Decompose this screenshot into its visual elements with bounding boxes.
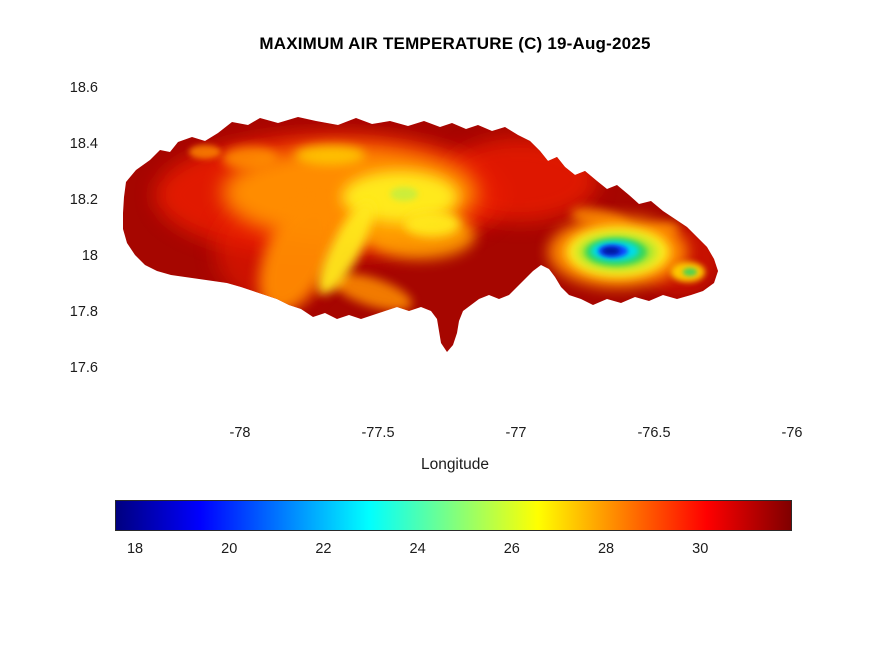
y-tick-label: 18.4 [69,136,98,152]
blue-mountains-cool-spot [602,247,620,255]
x-tick-label: -77.5 [361,425,395,441]
y-axis-tick-labels: 18.6 18.4 18.2 18 17.8 17.6 [0,0,104,480]
colorbar [115,500,792,531]
colorbar-tick-label: 30 [692,541,709,557]
x-axis-label: Longitude [420,456,490,473]
temperature-region-yellow [318,201,374,295]
x-tick-label: -76 [781,425,803,441]
colorbar-tick-label: 26 [503,541,520,557]
east-tip-green-spot [683,268,697,276]
temperature-region-orange [295,145,365,165]
temperature-region-yellow [404,211,460,237]
colorbar-tick-labels: 18 20 22 24 26 28 30 [0,541,875,561]
temperature-region-orange [222,146,278,170]
y-tick-label: 18 [81,248,98,264]
colorbar-tick-label: 28 [597,541,615,557]
y-tick-label: 18.2 [69,192,98,208]
colorbar-tick-label: 20 [221,541,238,557]
temperature-field [155,133,718,313]
temperature-region-orange [258,197,338,313]
colorbar-tick-label: 24 [409,541,426,557]
y-tick-label: 17.8 [69,304,98,320]
colorbar-tick-label: 22 [315,541,332,557]
temperature-region-orange [331,273,413,311]
x-tick-label: -78 [229,425,251,441]
temperature-region-yellow-green [390,187,418,201]
y-tick-label: 17.6 [69,360,98,376]
temperature-region-orange [189,145,221,159]
colorbar-tick-label: 18 [126,541,144,557]
chart-title: MAXIMUM AIR TEMPERATURE (C) 19-Aug-2025 [259,34,651,53]
x-axis-tick-labels: -78 -77.5 -77 -76.5 -76 [0,425,875,445]
y-tick-label: 18.6 [69,80,98,96]
x-tick-label: -77 [505,425,527,441]
x-tick-label: -76.5 [637,425,671,441]
